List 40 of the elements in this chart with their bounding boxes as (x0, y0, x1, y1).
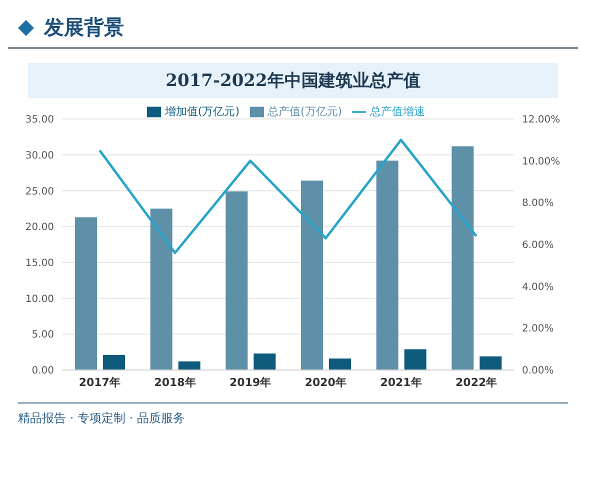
y2-tick-label: 8.00% (522, 198, 554, 210)
bar (480, 356, 502, 370)
chart-title: 2017-2022年中国建筑业总产值 (28, 63, 558, 98)
bar (376, 160, 398, 370)
x-tick-label: 2017年 (78, 376, 120, 389)
bar (301, 180, 323, 370)
y-tick-label: 15.00 (25, 258, 54, 269)
x-tick-label: 2021年 (380, 376, 422, 389)
y-tick-label: 30.00 (25, 150, 54, 162)
bar (226, 191, 248, 370)
x-tick-label: 2022年 (456, 376, 498, 389)
text: 精品报告 · 专项定制 · 品质服务 (18, 402, 568, 433)
y2-tick-label: 12.00% (522, 114, 560, 126)
y-tick-label: 25.00 (25, 186, 54, 198)
bar (150, 208, 172, 370)
legend-label: 总产值(万亿元) (268, 105, 342, 118)
y-tick-label: 20.00 (25, 222, 54, 234)
bar (103, 354, 125, 370)
bar (329, 358, 351, 370)
y-tick-label: 5.00 (32, 330, 54, 341)
text: 发展背景 (44, 14, 124, 41)
x-tick-label: 2018年 (154, 376, 196, 389)
bar (404, 349, 426, 370)
bar (254, 354, 276, 370)
x-tick-label: 2020年 (304, 376, 346, 389)
bar (178, 361, 200, 370)
y-tick-label: 35.00 (25, 114, 54, 126)
y-tick-label: 10.00 (25, 294, 54, 305)
x-tick-label: 2019年 (230, 376, 272, 389)
bar (452, 146, 474, 370)
bar (75, 217, 97, 370)
legend-label: 增加值(万亿元) (164, 105, 240, 118)
y2-tick-label: 2.00% (522, 324, 554, 335)
y2-tick-label: 0.00% (522, 366, 554, 377)
y-tick-label: 0.00 (32, 366, 54, 377)
y2-tick-label: 4.00% (522, 282, 554, 293)
y2-tick-label: 6.00% (522, 240, 554, 252)
y2-tick-label: 10.00% (522, 156, 560, 168)
legend-label: 总产值增速 (370, 105, 426, 118)
line-series (98, 138, 478, 254)
